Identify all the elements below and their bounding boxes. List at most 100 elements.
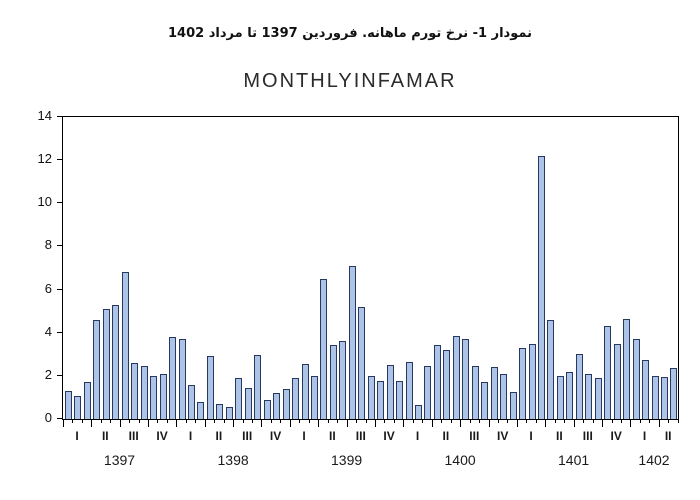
bar-1399-m8 [358, 306, 366, 419]
bar-1401-m6 [566, 371, 574, 419]
month-tick-mark [507, 419, 509, 423]
month-tick-mark [535, 419, 537, 423]
y-tick-mark [57, 159, 62, 161]
bar-1398-m4 [206, 356, 214, 419]
bar-1399-m3 [310, 375, 318, 419]
bar-1398-m9 [254, 355, 262, 419]
quarter-label-1400-IV: IV [497, 429, 509, 443]
bar-1401-m11 [613, 343, 621, 419]
bar-1399-m6 [339, 341, 347, 419]
quarter-label-1397-II: II [101, 429, 109, 443]
month-tick-mark [441, 419, 443, 423]
quarter-label-1399-I: I [302, 429, 306, 443]
bar-1399-m9 [367, 375, 375, 419]
month-tick-mark [166, 419, 168, 423]
quarter-label-1400-II: II [442, 429, 450, 443]
month-tick-mark [668, 419, 670, 423]
bar-1399-m10 [377, 381, 385, 419]
bar-1402-m5 [670, 368, 678, 419]
bar-1398-m7 [235, 378, 243, 419]
month-tick-mark [497, 419, 499, 423]
quarter-label-1399-III: III [355, 429, 366, 443]
quarter-tick-mark [233, 419, 235, 427]
quarter-label-1398-IV: IV [269, 429, 282, 443]
month-tick-mark [393, 419, 395, 423]
quarter-label-1401-IV: IV [610, 429, 622, 443]
bar-1400-m4 [433, 344, 441, 419]
year-label-1398: 1398 [217, 452, 249, 468]
quarter-tick-mark [488, 419, 490, 427]
quarter-label-1402-II: II [664, 429, 672, 443]
bar-1398-m10 [263, 399, 271, 419]
quarter-tick-mark [62, 419, 64, 427]
month-tick-mark [185, 419, 187, 423]
bar-1402-m4 [660, 376, 668, 419]
y-tick-mark [57, 245, 62, 247]
month-tick-mark [72, 419, 74, 423]
bar-1402-m1 [632, 339, 640, 419]
month-tick-mark [110, 419, 112, 423]
month-tick-mark [450, 419, 452, 423]
month-tick-mark [280, 419, 282, 423]
y-tick-mark [57, 418, 62, 419]
y-axis: 0 2 4 6 8 10 12 14 [0, 0, 62, 500]
bar-1399-m12 [396, 381, 404, 419]
quarter-tick-mark [289, 419, 291, 427]
bar-1401-m8 [585, 373, 593, 419]
month-tick-mark [270, 419, 272, 423]
month-tick-mark [214, 419, 216, 423]
quarter-tick-mark [147, 419, 149, 427]
y-tick-mark [57, 116, 62, 117]
bar-1397-m10 [150, 375, 158, 419]
month-tick-mark [100, 419, 102, 423]
bar-1399-m1 [292, 378, 300, 419]
y-tick-label-6: 6 [44, 280, 52, 296]
y-tick-label-10: 10 [37, 194, 52, 210]
bar-1397-m1 [65, 391, 72, 419]
month-tick-mark [554, 419, 556, 423]
bar-1398-m5 [216, 403, 224, 419]
quarter-label-1399-II: II [329, 429, 336, 443]
bar-1400-m8 [471, 366, 479, 419]
bar-1399-m5 [329, 344, 337, 419]
bar-1400-m6 [452, 336, 460, 419]
bar-1401-m12 [623, 318, 631, 419]
month-tick-mark [384, 419, 386, 423]
bar-1400-m1 [405, 361, 413, 419]
bar-1401-m9 [594, 378, 602, 419]
quarter-tick-mark [91, 419, 93, 427]
bar-1402-m2 [642, 359, 650, 419]
bar-1400-m3 [424, 366, 432, 419]
bar-1400-m9 [481, 382, 489, 419]
bar-1397-m7 [121, 272, 129, 419]
chart-title-farsi: نمودار 1- نرخ تورم ماهانه. فروردین 1397 … [168, 26, 532, 41]
y-tick-mark [57, 374, 62, 376]
y-tick-label-14: 14 [37, 108, 52, 123]
quarter-tick-mark [630, 419, 632, 427]
quarter-tick-mark [261, 419, 263, 427]
bar-1401-m1 [519, 347, 527, 419]
y-tick-label-0: 0 [44, 410, 52, 425]
quarter-label-1401-I: I [529, 429, 533, 443]
x-axis-ticks [62, 419, 679, 429]
quarter-tick-mark [375, 419, 376, 427]
month-tick-mark [299, 419, 301, 423]
bar-1400-m7 [462, 339, 470, 419]
bar-1400-m2 [415, 405, 423, 419]
month-tick-mark [564, 419, 566, 423]
month-tick-mark [677, 419, 679, 423]
quarter-tick-mark [545, 419, 547, 427]
bar-1398-m8 [244, 387, 252, 419]
bar-1397-m5 [102, 309, 110, 419]
bar-1399-m7 [348, 265, 356, 419]
quarter-tick-mark [176, 419, 178, 427]
bar-1397-m9 [140, 366, 148, 419]
bar-1401-m4 [547, 319, 555, 419]
month-tick-mark [242, 419, 244, 423]
y-tick-mark [57, 288, 62, 290]
bar-1397-m3 [83, 382, 91, 419]
month-tick-mark [223, 419, 225, 423]
bar-1398-m11 [273, 393, 281, 419]
y-tick-mark [57, 202, 62, 204]
quarter-tick-mark [658, 419, 660, 427]
